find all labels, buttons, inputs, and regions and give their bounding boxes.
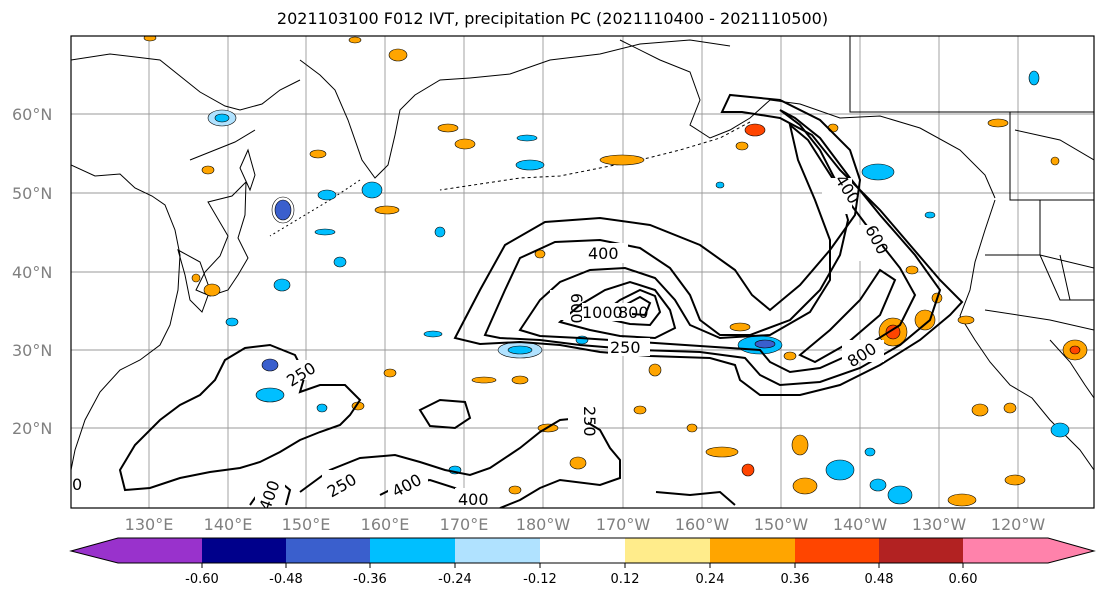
alaska-coastline <box>619 39 996 199</box>
lon-label: 130°E <box>124 515 174 534</box>
lon-label: 150°W <box>753 515 809 534</box>
lat-label: 50°N <box>12 184 53 203</box>
aleutian-chain <box>439 121 751 191</box>
japan-coastline <box>195 180 249 297</box>
contour-label: 800 <box>618 303 649 322</box>
contour-label: 0 <box>72 475 82 494</box>
colorbar-segment <box>370 538 456 563</box>
contour-label: 600 <box>567 293 586 324</box>
korea-coastline <box>177 248 211 313</box>
ivt-250-south-central <box>299 416 621 508</box>
lat-label: 40°N <box>12 263 53 282</box>
colorbar-tick-label: -0.60 <box>185 572 219 587</box>
lon-label: 130°W <box>911 515 967 534</box>
colorbar-segment <box>118 538 203 563</box>
colorbar-segment <box>455 538 541 563</box>
lon-label: 170°E <box>439 515 489 534</box>
ivt-250-box-south <box>655 490 736 506</box>
ivt-800-main <box>557 268 897 364</box>
political-borders <box>849 36 1094 331</box>
colorbar <box>69 537 1096 568</box>
okhotsk-coastline <box>189 129 256 161</box>
colorbar-segment <box>286 538 371 563</box>
colorbar-tick-label: 0.48 <box>864 572 894 587</box>
lon-label: 170°W <box>595 515 651 534</box>
colorbar-extend-max <box>1048 538 1094 563</box>
map-title: 2021103100 F012 IVT, precipitation PC (2… <box>276 9 829 28</box>
lat-label: 30°N <box>12 341 53 360</box>
colorbar-tick-label: -0.36 <box>353 572 387 587</box>
ivt-contours <box>118 93 964 508</box>
lon-label: 140°E <box>203 515 253 534</box>
colorbar-segment <box>879 538 964 563</box>
na-west-coastline <box>959 199 1094 471</box>
colorbar-outline <box>69 537 1096 564</box>
siberia-coastline <box>71 53 301 111</box>
colorbar-tick-label: -0.48 <box>269 572 303 587</box>
lon-label: 140°W <box>832 515 888 534</box>
lat-label: 60°N <box>12 105 53 124</box>
colorbar-segment <box>540 538 626 563</box>
colorbar-extend-min <box>71 538 118 563</box>
lon-label: 160°W <box>674 515 730 534</box>
ivt-contour-labels: 400 600 1000 800 250 400 600 800 250 250… <box>72 171 892 509</box>
precip-negative-patches <box>207 70 1070 505</box>
lon-label: 120°W <box>990 515 1046 534</box>
contour-label: 400 <box>458 490 489 509</box>
mexico-baja-coastline <box>1049 339 1094 399</box>
colorbar-tick-label: 0.60 <box>948 572 978 587</box>
lat-label: 20°N <box>12 419 53 438</box>
colorbar-segment <box>710 538 796 563</box>
sakhalin-coastline <box>239 148 256 192</box>
colorbar-segment <box>963 538 1048 563</box>
kamchatka-coastline <box>299 59 471 179</box>
ivt-250-main <box>453 93 964 396</box>
lon-label: 150°E <box>281 515 331 534</box>
colorbar-segment <box>202 538 287 563</box>
contour-label: 400 <box>588 244 619 263</box>
colorbar-tick-label: -0.12 <box>523 572 557 587</box>
ivt-600-main <box>518 122 917 374</box>
ivt-250-loop <box>418 398 472 430</box>
chukotka-coastline <box>469 39 731 79</box>
precip-positive-patches <box>143 36 1088 507</box>
ivt-400-main <box>483 109 942 387</box>
colorbar-ticks <box>201 563 964 568</box>
asia-coastline <box>71 164 181 471</box>
colorbar-segment <box>795 538 880 563</box>
colorbar-tick-label: 0.36 <box>780 572 810 587</box>
contour-label: 1000 <box>582 303 623 322</box>
colorbar-segment <box>625 538 711 563</box>
colorbar-tick-label: 0.24 <box>695 572 725 587</box>
map-frame <box>70 35 1095 509</box>
contour-label: 250 <box>580 406 599 437</box>
ivt-250-south-west <box>118 343 362 492</box>
ivt-1000-core <box>598 288 662 327</box>
contour-label: 250 <box>610 338 641 357</box>
colorbar-tick-label: -0.24 <box>438 572 472 587</box>
colorbar-tick-label: 0.12 <box>610 572 640 587</box>
lon-label: 180°W <box>515 515 571 534</box>
coastlines <box>71 39 1094 471</box>
map-plot-area: 400 600 1000 800 250 400 600 800 250 250… <box>71 36 1094 509</box>
lon-label: 160°E <box>360 515 410 534</box>
